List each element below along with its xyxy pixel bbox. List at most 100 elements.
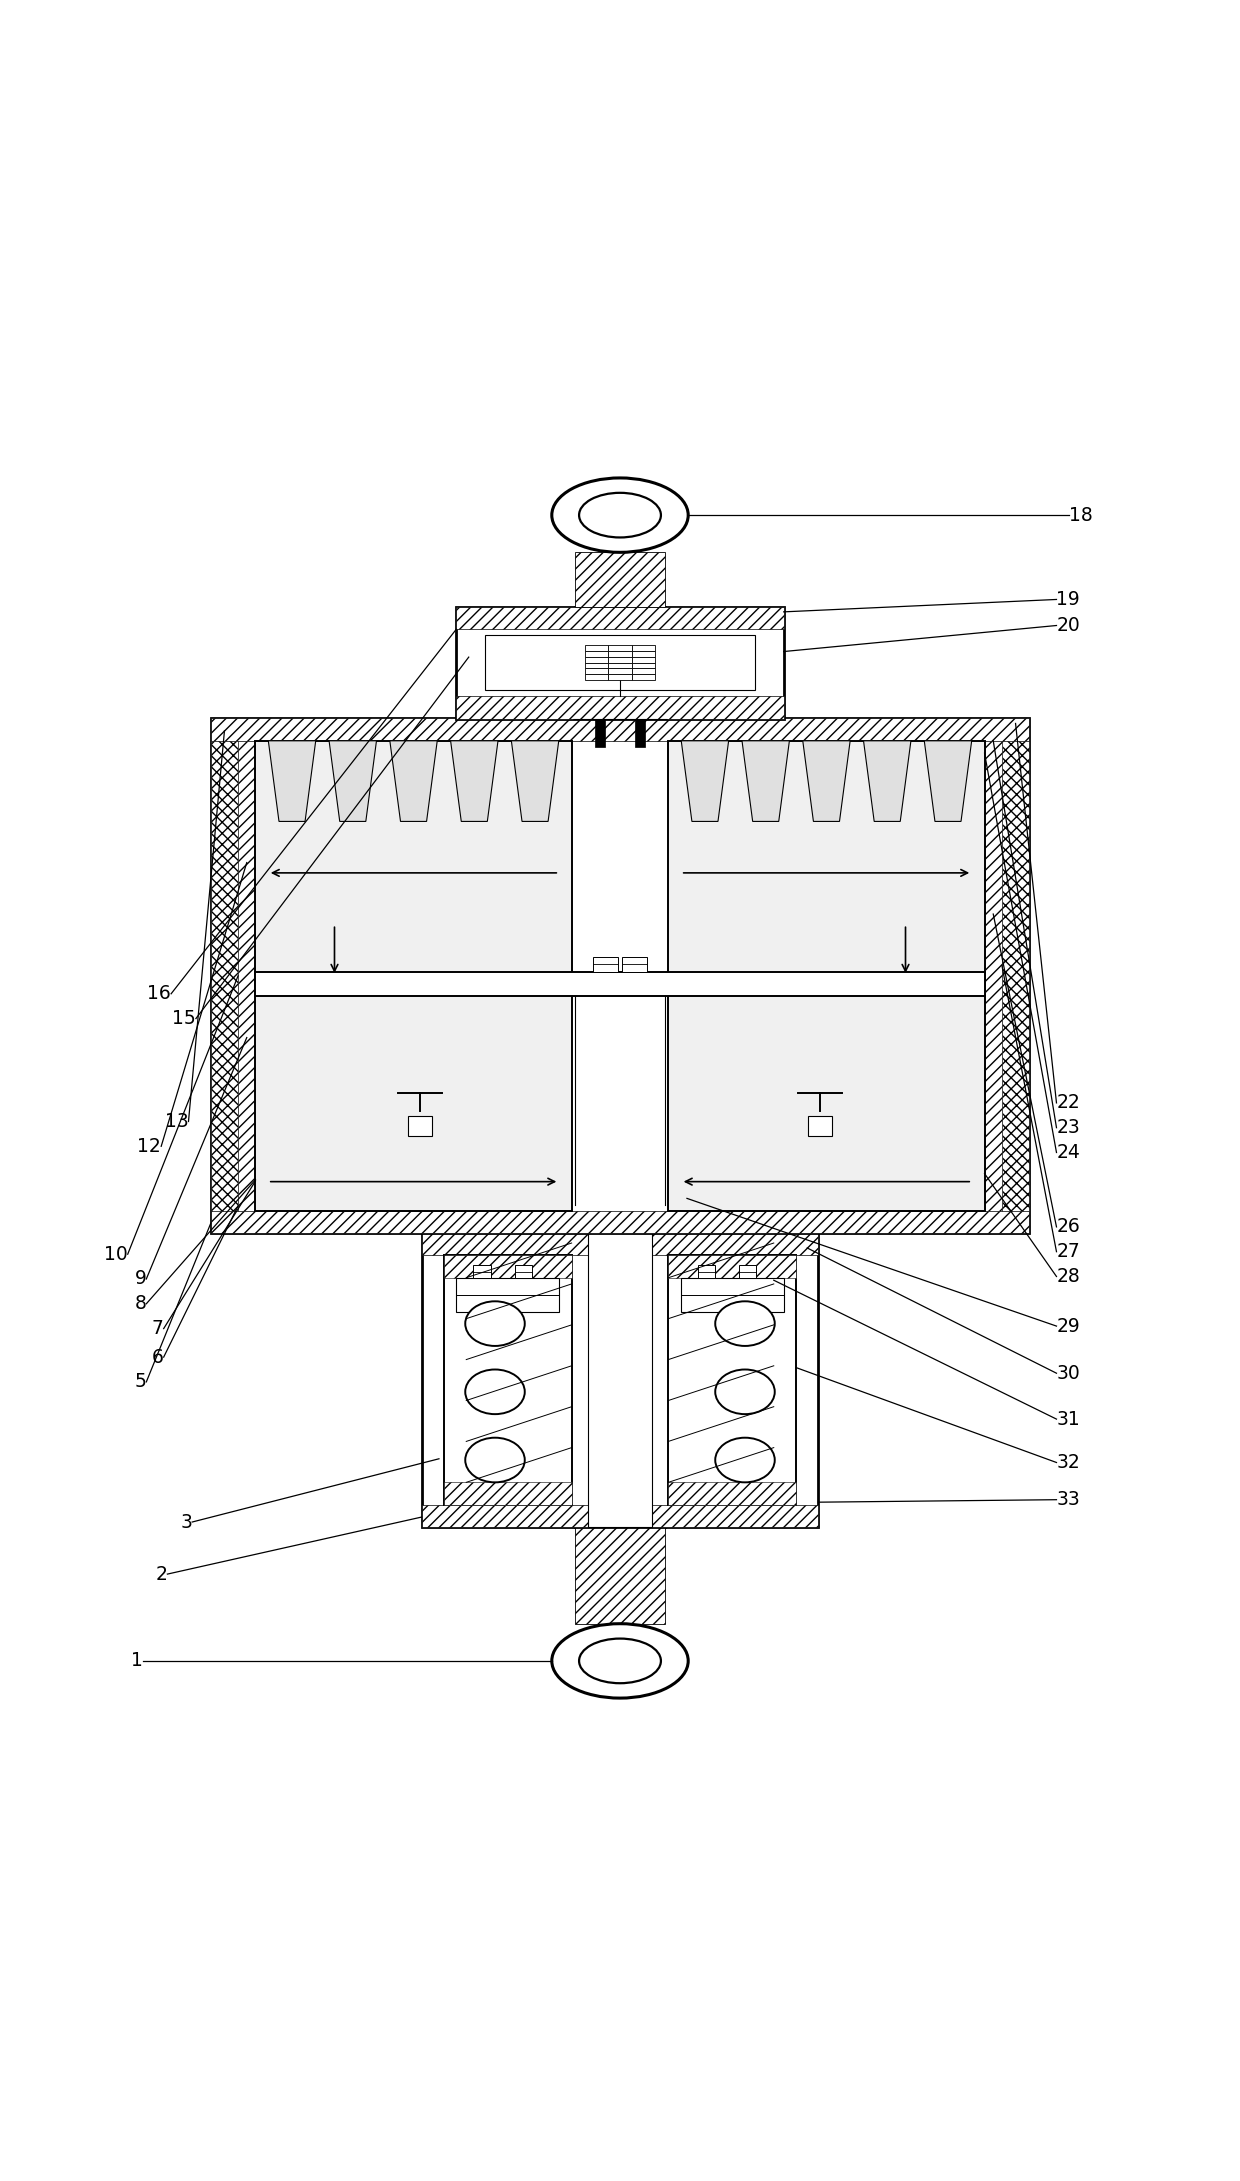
Polygon shape [511,742,559,822]
Bar [622,957,647,971]
Text: 9: 9 [134,1269,146,1289]
Bar [609,652,631,656]
Bar [585,646,609,652]
Bar [585,663,609,670]
Ellipse shape [465,1437,525,1483]
Ellipse shape [579,1638,661,1684]
Bar [515,1265,532,1278]
Bar [255,742,572,1210]
Bar [631,670,655,674]
Text: 10: 10 [104,1245,128,1263]
Ellipse shape [715,1437,775,1483]
Text: 13: 13 [165,1112,188,1132]
Text: 22: 22 [1056,1093,1080,1112]
Polygon shape [863,742,911,822]
Polygon shape [389,742,438,822]
Text: 19: 19 [1056,589,1080,608]
Bar [609,674,631,680]
Text: 28: 28 [1056,1267,1080,1287]
Bar [575,606,665,1527]
Bar [681,1278,784,1313]
Bar [668,1256,796,1505]
Polygon shape [329,742,377,822]
Bar [456,1278,559,1313]
Bar [739,1265,756,1278]
Text: 5: 5 [134,1372,146,1391]
Bar [631,656,655,663]
Bar [238,742,255,1210]
Bar [422,1232,818,1256]
Text: 18: 18 [1069,506,1092,526]
Text: 23: 23 [1056,1119,1080,1136]
Bar [635,718,645,748]
Bar [609,656,631,663]
Ellipse shape [552,1623,688,1699]
Bar [211,1210,1029,1232]
Bar [422,1232,818,1527]
Bar [593,957,618,971]
Text: 27: 27 [1056,1243,1080,1261]
Polygon shape [742,742,790,822]
Bar [668,742,985,1210]
Bar [474,1265,491,1278]
Text: 7: 7 [151,1320,164,1339]
Polygon shape [450,742,498,822]
Bar [698,1265,715,1278]
Bar [609,663,631,670]
Bar [211,742,238,1210]
Bar [408,1117,432,1136]
Text: 15: 15 [172,1010,196,1027]
Bar [585,674,609,680]
Bar [631,646,655,652]
Text: 2: 2 [155,1564,167,1583]
Polygon shape [681,742,729,822]
Bar [422,1505,818,1527]
Bar [575,552,665,606]
Bar [456,606,784,718]
Ellipse shape [579,493,661,537]
Bar [808,1117,832,1136]
Bar [595,718,605,748]
Ellipse shape [715,1302,775,1346]
Bar [631,663,655,670]
Text: 30: 30 [1056,1363,1080,1383]
Bar [609,646,631,652]
Text: 26: 26 [1056,1217,1080,1237]
Text: 24: 24 [1056,1143,1080,1162]
Bar [444,1256,572,1278]
Bar [985,742,1002,1210]
Bar [585,652,609,656]
Bar [444,1483,572,1505]
Ellipse shape [465,1370,525,1413]
Ellipse shape [715,1370,775,1413]
Bar [588,606,652,1527]
Text: 20: 20 [1056,615,1080,635]
Polygon shape [924,742,972,822]
Bar [456,696,784,718]
Text: 1: 1 [130,1651,143,1671]
Bar [585,656,609,663]
Text: 33: 33 [1056,1490,1080,1509]
Bar [631,652,655,656]
Bar [668,1483,796,1505]
Bar [575,1527,665,1623]
Bar [211,718,1029,742]
Bar [444,1256,572,1505]
Text: 31: 31 [1056,1409,1080,1429]
Text: 3: 3 [180,1511,192,1531]
Bar [485,635,755,689]
Text: 8: 8 [134,1293,146,1313]
Bar [255,971,985,997]
Text: 16: 16 [148,984,171,1003]
Text: 32: 32 [1056,1453,1080,1472]
Bar [456,606,784,630]
Bar [668,1256,796,1278]
Text: 29: 29 [1056,1317,1080,1335]
Bar [631,674,655,680]
Bar [211,718,1029,1232]
Bar [1002,742,1029,1210]
Ellipse shape [465,1302,525,1346]
Bar [609,670,631,674]
Text: 6: 6 [151,1348,164,1367]
Polygon shape [802,742,851,822]
